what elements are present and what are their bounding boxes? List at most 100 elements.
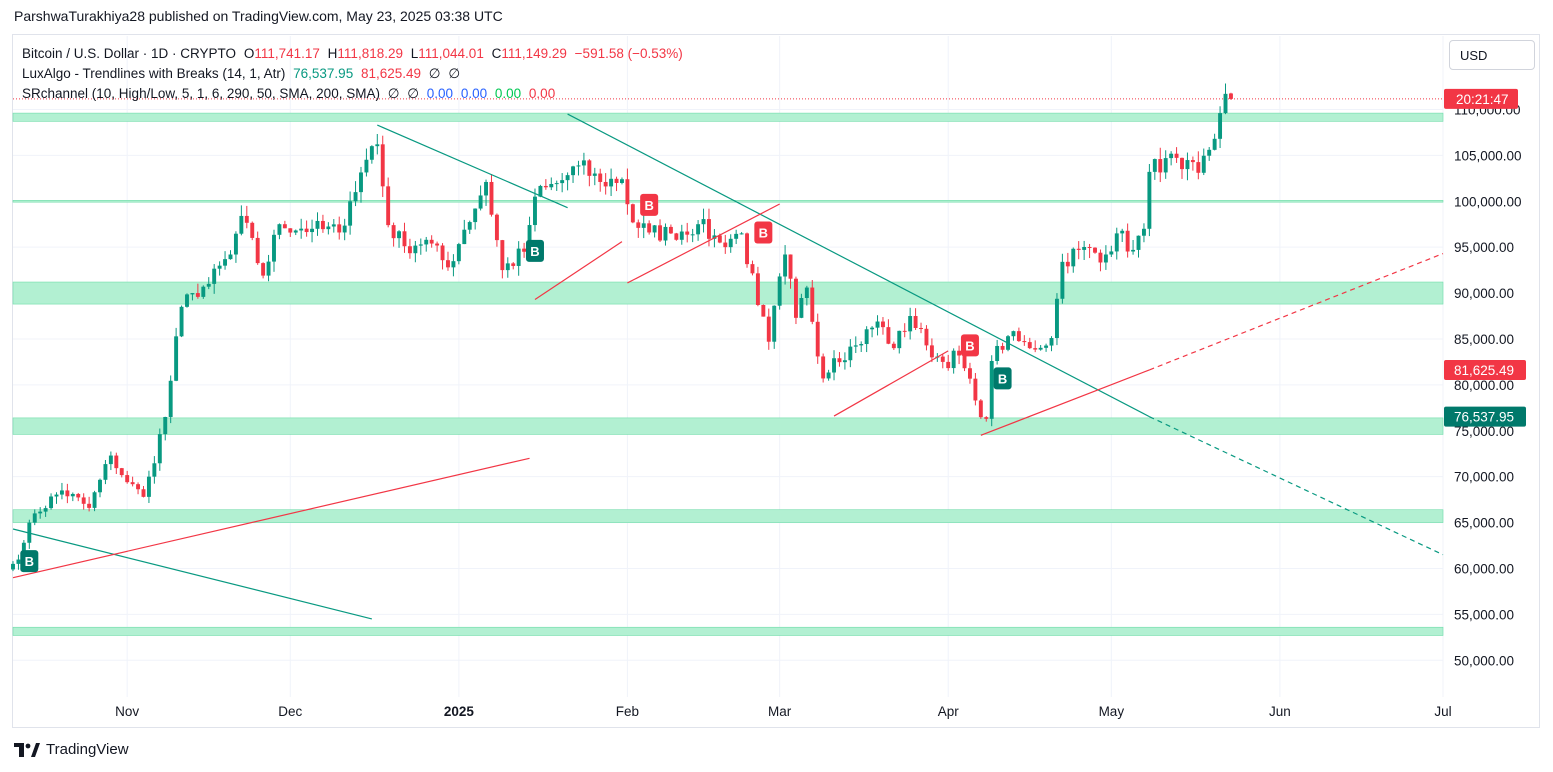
candle [500, 239, 505, 279]
legend-low: 111,044.01 [418, 46, 484, 61]
candle-body [940, 356, 945, 362]
candle [538, 184, 543, 198]
candle [320, 214, 325, 233]
candle [136, 482, 141, 495]
candle [98, 478, 102, 498]
candle [456, 242, 461, 265]
candle-body [962, 355, 967, 369]
candle-body [908, 316, 913, 332]
candle [125, 470, 130, 484]
candle-body [598, 173, 603, 182]
candle-body [1114, 233, 1119, 252]
candle [103, 459, 108, 485]
candle [837, 352, 842, 367]
candle-body [668, 226, 673, 234]
candle [446, 251, 450, 271]
candle [647, 220, 652, 235]
candle-body [1180, 157, 1184, 170]
candle [641, 213, 646, 239]
candle [832, 350, 836, 381]
x-tick-label: Mar [768, 704, 792, 719]
y-tick-label: 100,000.00 [1454, 194, 1522, 209]
candle-body [195, 293, 200, 297]
candle-body [391, 225, 396, 239]
candle-body [1196, 162, 1201, 173]
candle [853, 336, 858, 354]
candle [185, 293, 189, 308]
candle-body [603, 181, 608, 187]
candle [1011, 330, 1016, 341]
candle [168, 375, 173, 424]
candle-body [609, 178, 614, 187]
candle [609, 168, 614, 197]
candle-body [152, 463, 157, 477]
bullish-break-label: B [525, 239, 544, 262]
break-label-box [640, 193, 659, 216]
candle [174, 327, 179, 382]
candle [908, 307, 913, 340]
candle-body [995, 345, 1000, 361]
candle [380, 135, 385, 198]
candle-body [119, 468, 124, 476]
candle-body [59, 490, 64, 495]
candle-body [92, 492, 97, 508]
candle-body [1065, 261, 1070, 267]
legend-close-label: C [491, 46, 502, 61]
candle [957, 345, 962, 365]
candle [870, 326, 875, 338]
candle-body [320, 220, 325, 230]
tradingview-logo[interactable]: TradingView [14, 741, 129, 758]
currency-button[interactable]: USD [1449, 40, 1535, 70]
candle-body [1207, 149, 1212, 156]
candle-body [146, 476, 151, 497]
candle-body [190, 293, 195, 295]
candle-body [375, 144, 380, 147]
candle [794, 276, 798, 325]
candle-body [418, 244, 423, 246]
candle-body [734, 233, 739, 239]
legend-indicator-luxalgo[interactable]: LuxAlgo - Trendlines with Breaks (14, 1,… [22, 64, 687, 84]
candle-body [282, 224, 287, 229]
legend-indicator-srchannel[interactable]: SRchannel (10, High/Low, 5, 1, 6, 290, 5… [22, 84, 687, 104]
candle-body [516, 248, 521, 266]
candle [386, 177, 391, 228]
x-tick-label: Dec [278, 704, 302, 719]
candle-body [304, 228, 309, 233]
bullish-break-label: B [993, 367, 1012, 390]
candle [1228, 92, 1233, 100]
candle-body [755, 273, 760, 305]
candle [359, 166, 363, 203]
break-label-box [993, 367, 1012, 390]
candle-body [560, 180, 565, 184]
candle [1131, 239, 1136, 255]
break-label-text: B [965, 338, 974, 353]
candle [728, 234, 733, 253]
candle-body [658, 225, 662, 241]
candle-body [696, 224, 701, 235]
candle-body [1109, 251, 1114, 255]
candle [201, 285, 206, 299]
candle-body [750, 264, 755, 274]
candle-body [1163, 158, 1168, 173]
candle [11, 561, 15, 572]
candle [826, 369, 831, 381]
candle-body [1131, 249, 1136, 252]
candle [1180, 157, 1184, 179]
candle-body [473, 208, 478, 223]
candle-body [185, 294, 189, 307]
candle-body [98, 479, 102, 493]
legend-high-label: H [327, 46, 338, 61]
candle-body [848, 346, 853, 361]
candle-body [674, 233, 679, 240]
candle-body [1125, 230, 1130, 252]
indicator-luxalgo-empty-2: ∅ [448, 66, 461, 81]
candle [755, 266, 760, 307]
candle-body [32, 513, 37, 523]
legend-symbol-row[interactable]: Bitcoin / U.S. Dollar · 1D · CRYPTO O111… [22, 44, 687, 64]
candle [76, 492, 81, 502]
candle-body [54, 494, 59, 497]
candle [255, 231, 260, 265]
candle [152, 456, 157, 484]
candle-body [337, 224, 342, 233]
